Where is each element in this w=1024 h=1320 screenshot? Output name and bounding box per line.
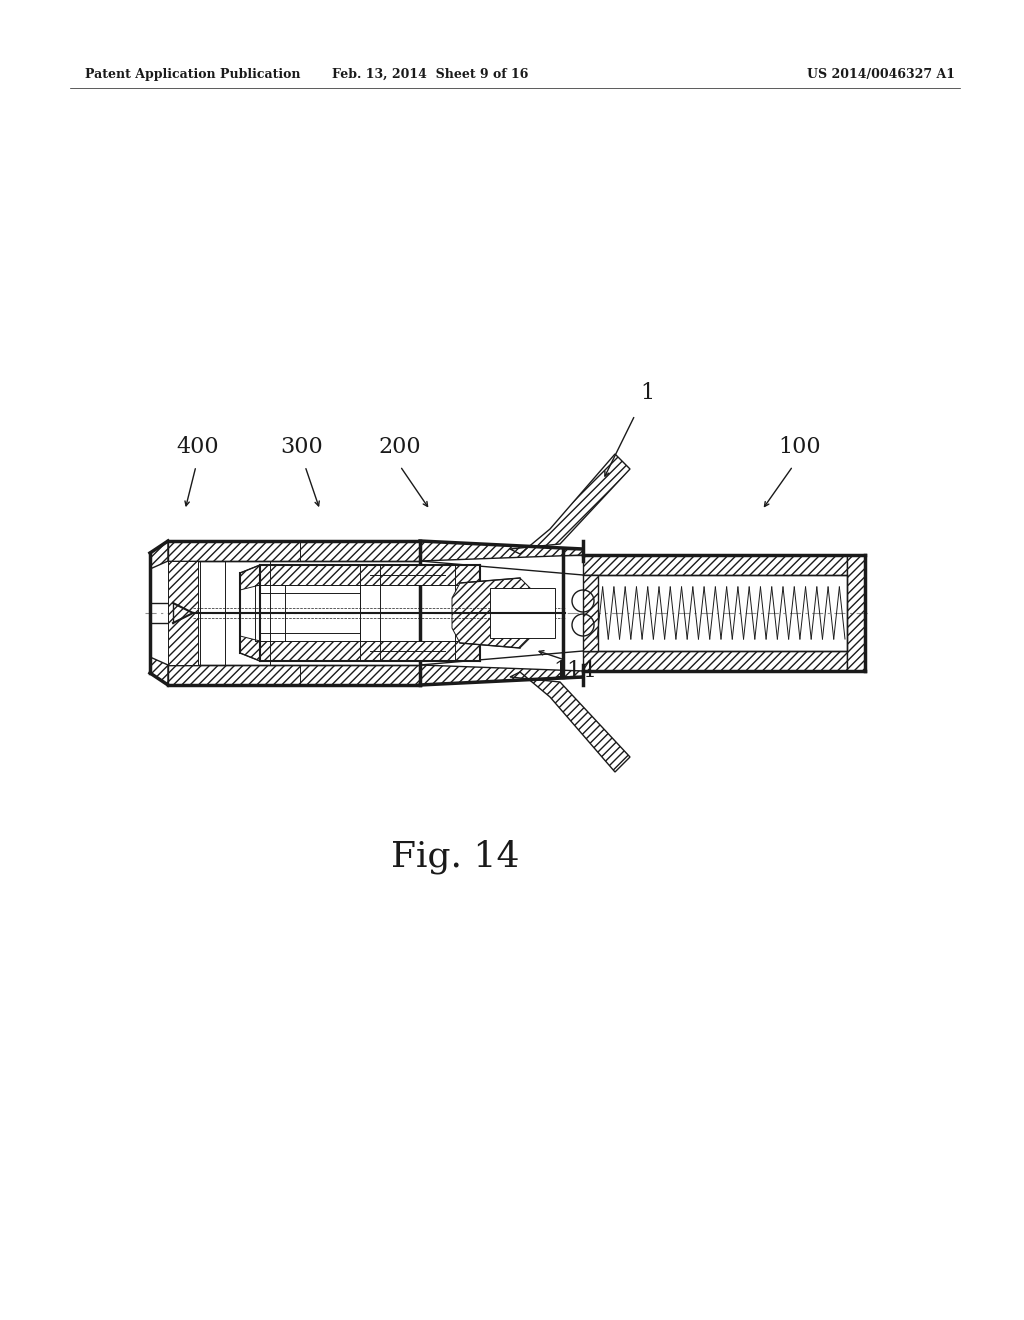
Text: 114: 114 xyxy=(554,660,596,682)
Polygon shape xyxy=(452,578,535,648)
Polygon shape xyxy=(563,549,583,554)
Polygon shape xyxy=(168,541,420,561)
Text: 400: 400 xyxy=(177,436,219,458)
Polygon shape xyxy=(510,672,630,772)
Polygon shape xyxy=(583,651,847,671)
Polygon shape xyxy=(490,587,555,638)
Text: 200: 200 xyxy=(379,436,421,458)
Text: US 2014/0046327 A1: US 2014/0046327 A1 xyxy=(807,69,955,81)
Text: Fig. 14: Fig. 14 xyxy=(391,840,519,874)
Polygon shape xyxy=(240,565,260,590)
Text: Feb. 13, 2014  Sheet 9 of 16: Feb. 13, 2014 Sheet 9 of 16 xyxy=(332,69,528,81)
Polygon shape xyxy=(150,657,168,685)
Text: 1: 1 xyxy=(640,381,654,404)
Polygon shape xyxy=(420,665,583,685)
Polygon shape xyxy=(260,642,480,661)
Polygon shape xyxy=(420,541,583,561)
Text: 300: 300 xyxy=(281,436,324,458)
Polygon shape xyxy=(847,554,865,671)
Polygon shape xyxy=(260,565,480,585)
Polygon shape xyxy=(168,561,198,665)
Polygon shape xyxy=(583,576,598,651)
Polygon shape xyxy=(240,636,260,661)
Polygon shape xyxy=(563,671,583,677)
Polygon shape xyxy=(150,541,168,569)
Polygon shape xyxy=(510,454,630,554)
Text: Patent Application Publication: Patent Application Publication xyxy=(85,69,300,81)
Polygon shape xyxy=(168,665,420,685)
Polygon shape xyxy=(583,554,847,576)
Text: 100: 100 xyxy=(778,436,821,458)
